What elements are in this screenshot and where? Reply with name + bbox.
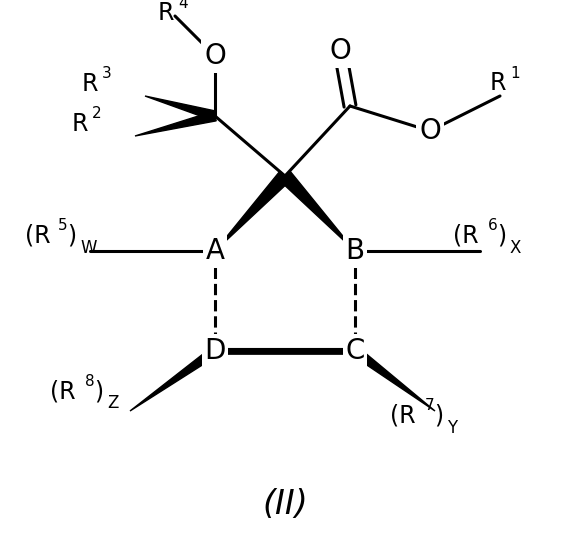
Text: W: W [80, 239, 96, 257]
Polygon shape [145, 96, 217, 121]
Text: (II): (II) [262, 488, 308, 520]
Text: (R: (R [453, 224, 479, 248]
Polygon shape [130, 347, 218, 411]
Text: A: A [206, 237, 225, 265]
Text: ): ) [67, 224, 76, 248]
Text: R: R [490, 71, 507, 95]
Text: R: R [158, 1, 174, 25]
Text: ): ) [497, 224, 506, 248]
Polygon shape [215, 171, 290, 251]
Text: X: X [510, 239, 522, 257]
Text: C: C [345, 337, 365, 365]
Polygon shape [352, 347, 435, 411]
Text: 6: 6 [488, 218, 498, 234]
Text: B: B [345, 237, 365, 265]
Text: (R: (R [50, 379, 76, 403]
Text: 1: 1 [510, 66, 520, 80]
Text: (R: (R [25, 224, 51, 248]
Text: O: O [329, 37, 351, 65]
Text: O: O [419, 117, 441, 145]
Text: 8: 8 [85, 373, 95, 389]
Text: 2: 2 [92, 106, 101, 122]
Text: 5: 5 [58, 218, 68, 234]
Text: R: R [82, 72, 99, 96]
Text: (R: (R [390, 404, 416, 428]
Polygon shape [280, 171, 355, 251]
Text: O: O [204, 42, 226, 70]
Text: R: R [72, 112, 88, 136]
Text: D: D [204, 337, 226, 365]
Text: 3: 3 [102, 67, 112, 81]
Polygon shape [135, 111, 216, 136]
Text: ): ) [434, 404, 443, 428]
Text: Y: Y [447, 419, 457, 437]
Text: 4: 4 [178, 0, 188, 10]
Text: 7: 7 [425, 399, 435, 413]
Text: Z: Z [107, 394, 119, 412]
Text: ): ) [94, 379, 103, 403]
